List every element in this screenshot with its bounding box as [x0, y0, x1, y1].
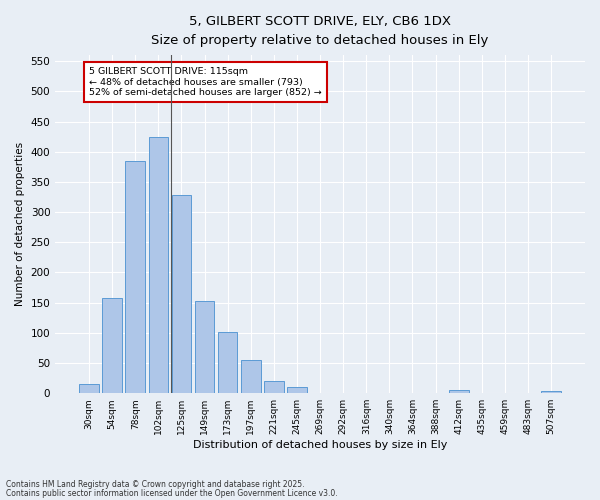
Bar — [79, 384, 99, 393]
Bar — [125, 161, 145, 393]
Bar — [195, 302, 214, 393]
Bar — [103, 298, 122, 393]
Text: 5 GILBERT SCOTT DRIVE: 115sqm
← 48% of detached houses are smaller (793)
52% of : 5 GILBERT SCOTT DRIVE: 115sqm ← 48% of d… — [89, 67, 322, 97]
Bar — [449, 390, 469, 393]
Title: 5, GILBERT SCOTT DRIVE, ELY, CB6 1DX
Size of property relative to detached house: 5, GILBERT SCOTT DRIVE, ELY, CB6 1DX Siz… — [151, 15, 489, 47]
Y-axis label: Number of detached properties: Number of detached properties — [15, 142, 25, 306]
Bar — [287, 386, 307, 393]
Bar — [218, 332, 238, 393]
Bar — [241, 360, 260, 393]
Bar — [334, 392, 353, 393]
Bar — [149, 136, 168, 393]
Text: Contains HM Land Registry data © Crown copyright and database right 2025.: Contains HM Land Registry data © Crown c… — [6, 480, 305, 489]
Text: Contains public sector information licensed under the Open Government Licence v3: Contains public sector information licen… — [6, 488, 338, 498]
Bar — [172, 195, 191, 393]
Bar — [541, 391, 561, 393]
Bar — [264, 381, 284, 393]
X-axis label: Distribution of detached houses by size in Ely: Distribution of detached houses by size … — [193, 440, 447, 450]
